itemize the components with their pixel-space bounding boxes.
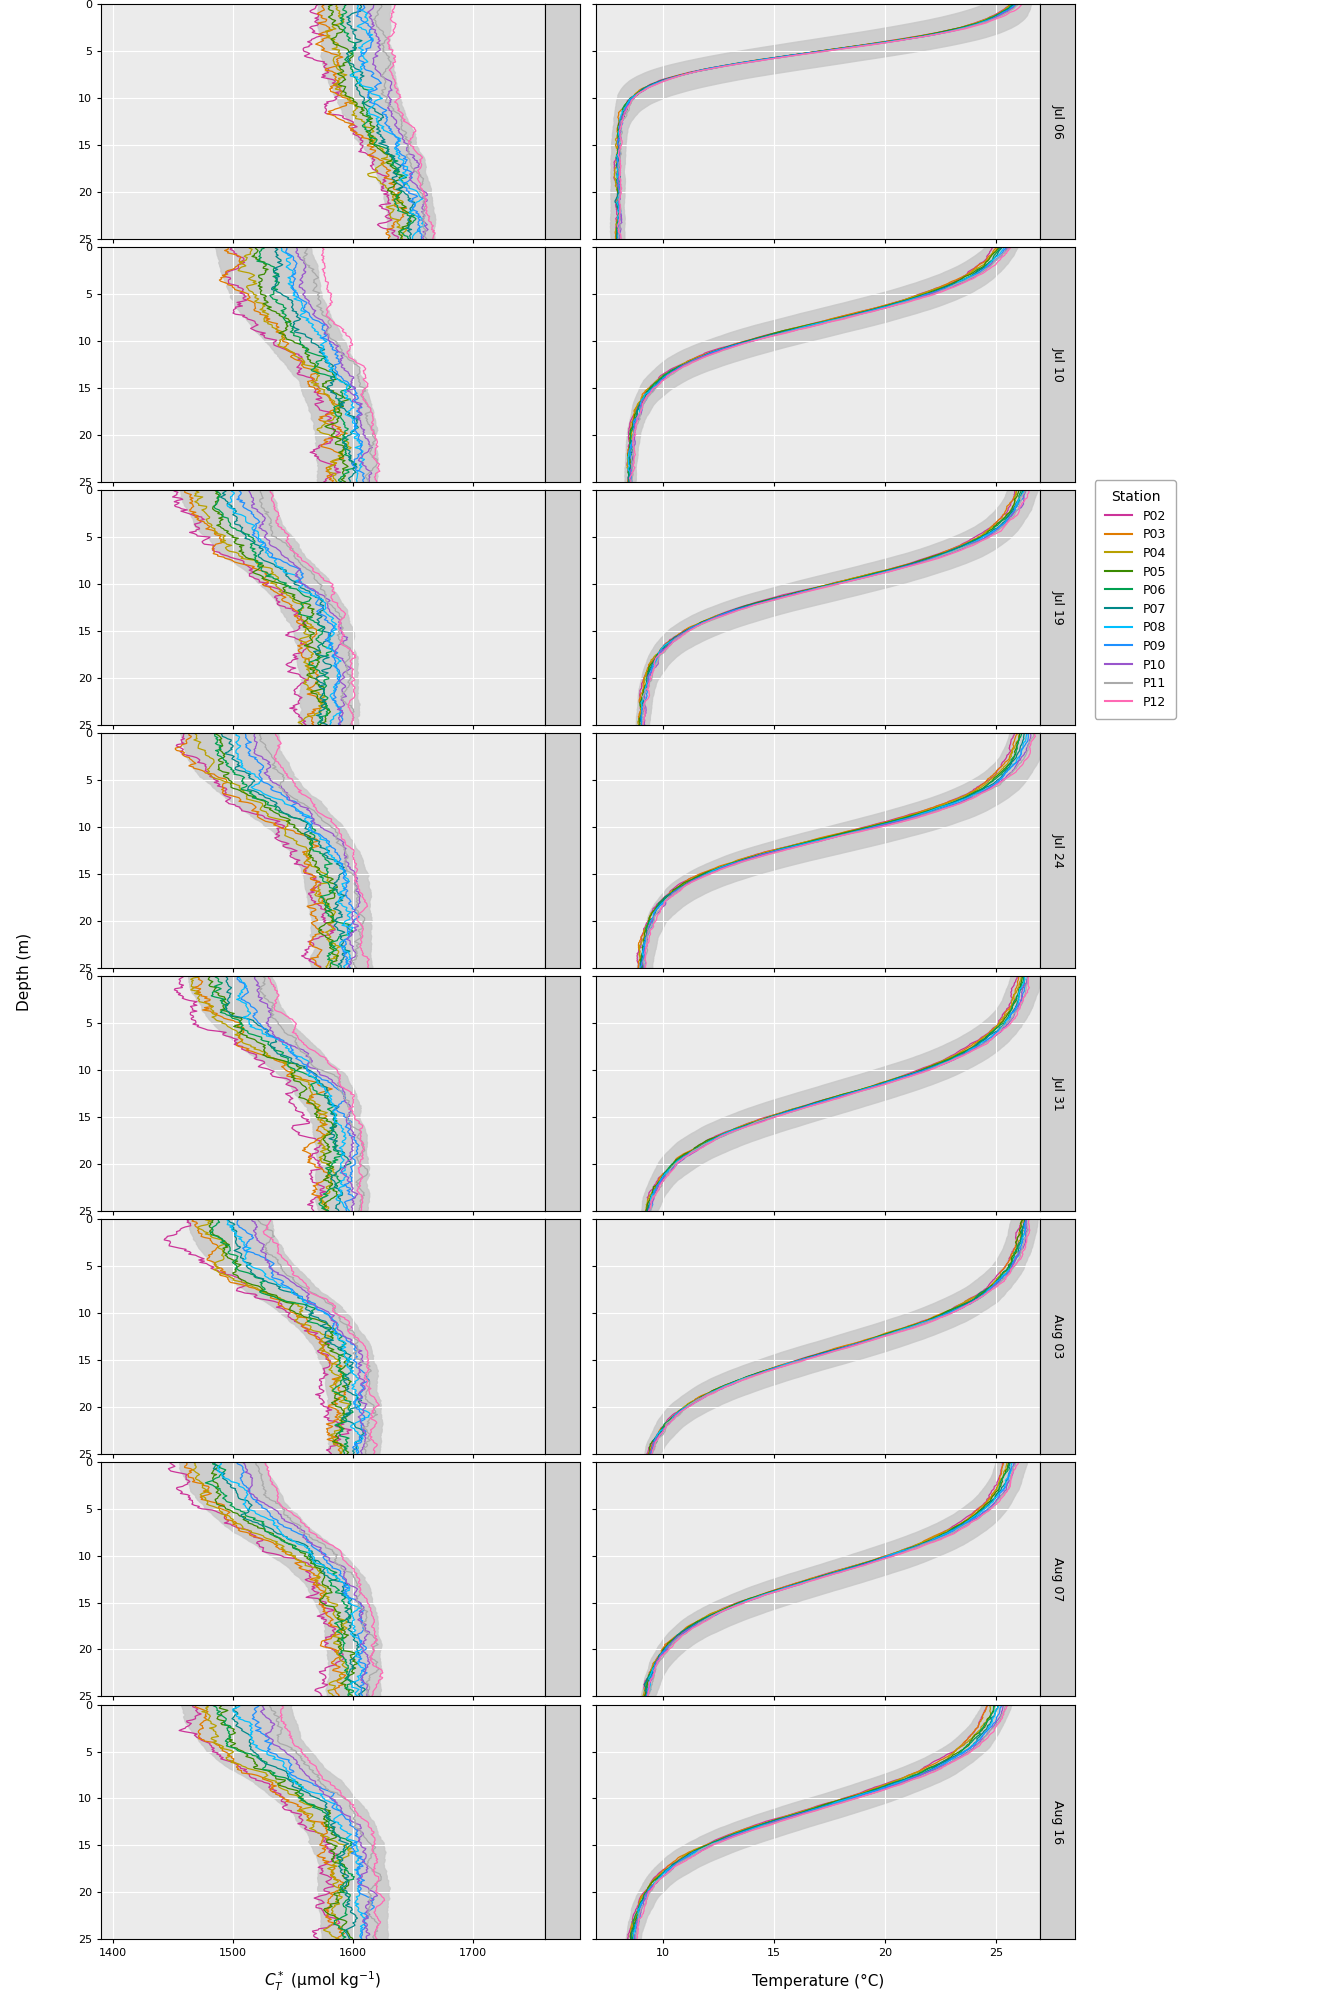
Text: Temperature (°C): Temperature (°C) xyxy=(753,1974,884,1990)
Text: Aug 16: Aug 16 xyxy=(1051,1800,1064,1845)
Text: Jul 10: Jul 10 xyxy=(1051,347,1064,381)
Text: Jul 31: Jul 31 xyxy=(1051,1077,1064,1111)
Legend: P02, P03, P04, P05, P06, P07, P08, P09, P10, P11, P12: P02, P03, P04, P05, P06, P07, P08, P09, … xyxy=(1095,480,1176,720)
Text: Jul 24: Jul 24 xyxy=(1051,833,1064,867)
Text: Aug 07: Aug 07 xyxy=(1051,1556,1064,1601)
Text: Aug 03: Aug 03 xyxy=(1051,1314,1064,1359)
Text: Jul 19: Jul 19 xyxy=(1051,591,1064,625)
Text: Jul 06: Jul 06 xyxy=(1051,105,1064,139)
Text: Depth (m): Depth (m) xyxy=(16,933,32,1010)
Text: $C_T^*$ (µmol kg$^{-1}$): $C_T^*$ (µmol kg$^{-1}$) xyxy=(265,1970,382,1994)
